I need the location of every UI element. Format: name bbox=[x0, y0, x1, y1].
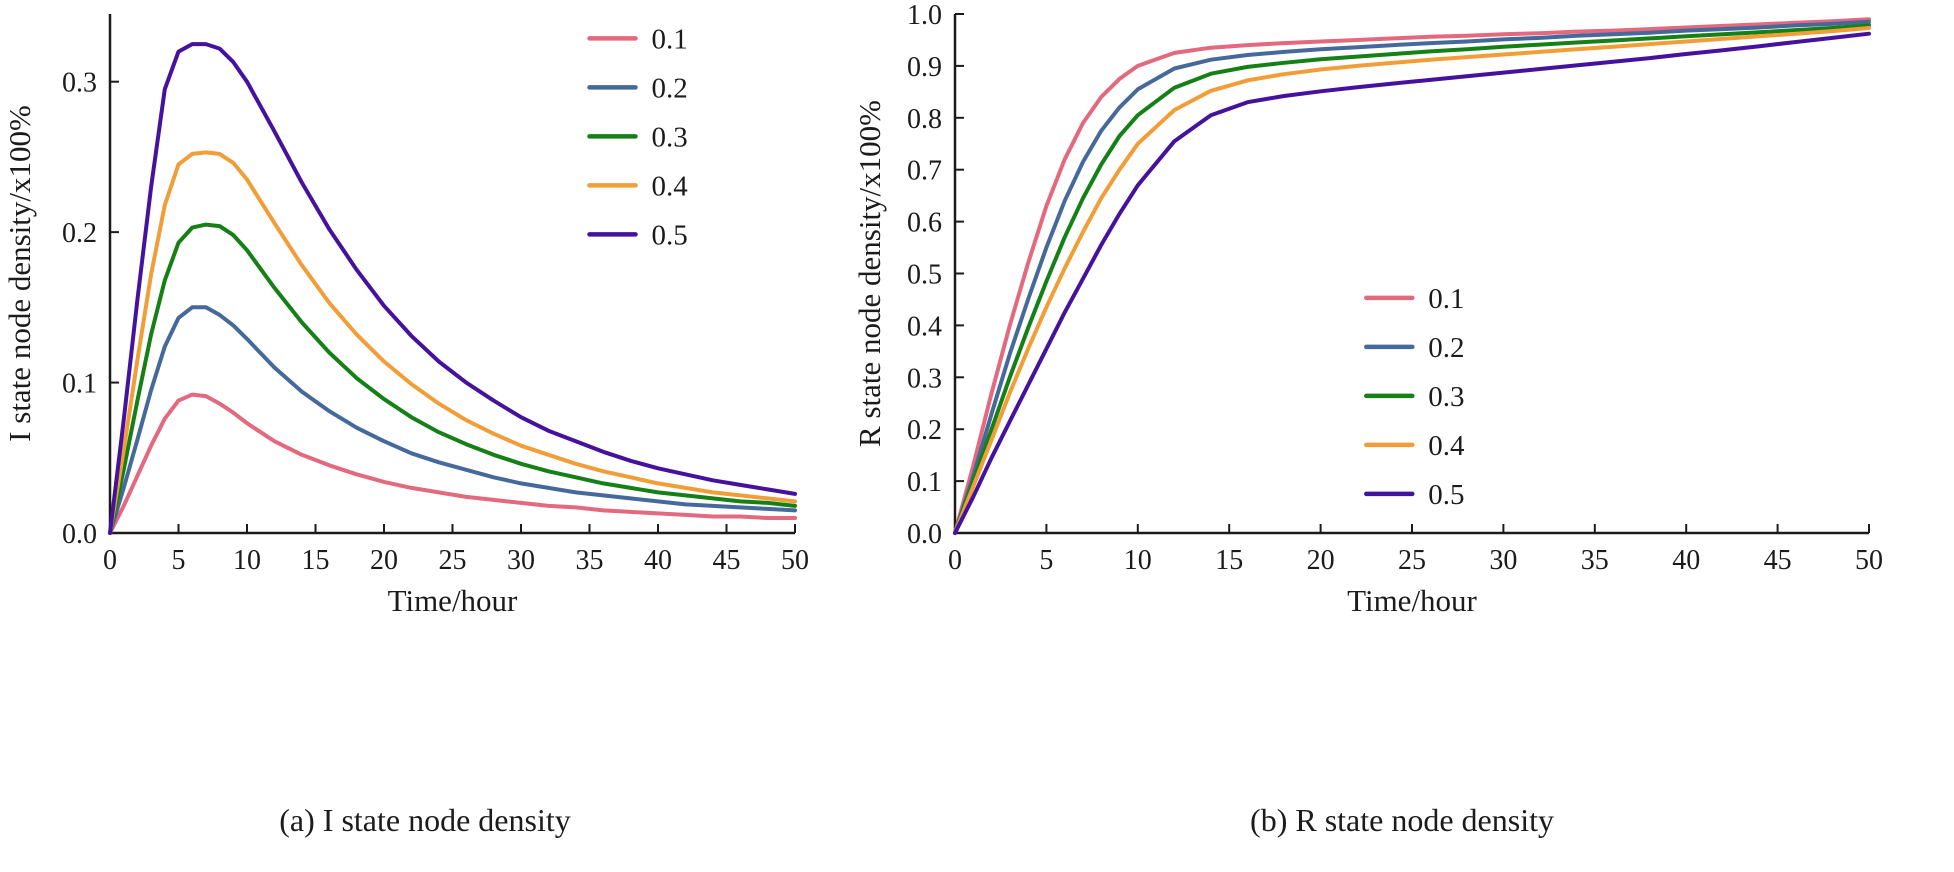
legend-label-0.4: 0.4 bbox=[1428, 430, 1465, 462]
x-tick-label: 30 bbox=[507, 545, 535, 576]
y-tick-label: 0.2 bbox=[62, 218, 97, 249]
series-line-0.5 bbox=[108, 42, 797, 535]
y-tick-label: 0.4 bbox=[907, 311, 942, 342]
legend-label-0.3: 0.3 bbox=[1428, 381, 1464, 413]
y-tick-label: 0.8 bbox=[907, 104, 942, 135]
x-tick-label: 40 bbox=[1672, 545, 1700, 576]
series-line-0.4 bbox=[108, 150, 797, 535]
legend-label-0.1: 0.1 bbox=[1428, 283, 1464, 315]
x-tick-label: 45 bbox=[713, 545, 741, 576]
legend-label-0.5: 0.5 bbox=[652, 219, 688, 251]
y-tick-label: 0.2 bbox=[907, 415, 942, 446]
y-tick-label: 0.0 bbox=[62, 519, 97, 550]
x-tick-label: 5 bbox=[172, 545, 186, 576]
caption-b: (b) R state node density bbox=[1250, 802, 1554, 838]
x-axis-label: Time/hour bbox=[388, 583, 518, 618]
y-tick-label: 0.1 bbox=[62, 369, 97, 400]
x-tick-label: 10 bbox=[1124, 545, 1152, 576]
legend-label-0.4: 0.4 bbox=[652, 170, 689, 202]
legend-label-0.2: 0.2 bbox=[1428, 332, 1464, 364]
y-tick-label: 0.6 bbox=[907, 208, 942, 239]
x-tick-label: 15 bbox=[302, 545, 330, 576]
x-tick-label: 0 bbox=[103, 545, 117, 576]
y-tick-label: 1.0 bbox=[907, 0, 942, 31]
y-tick-label: 0.3 bbox=[62, 68, 97, 99]
x-tick-label: 35 bbox=[1581, 545, 1609, 576]
series-line-0.1 bbox=[953, 17, 1871, 535]
series-line-0.5 bbox=[953, 31, 1871, 535]
x-tick-label: 45 bbox=[1764, 545, 1792, 576]
series-line-0.2 bbox=[108, 305, 797, 535]
y-tick-label: 0.7 bbox=[907, 156, 942, 187]
chart-i-state-node-density: 0 5 10 15 20 25 30 35 40 45 50 0.0 0.1 0.2 0.3 Time/hou… bbox=[2, 14, 809, 618]
x-axis-label: Time/hour bbox=[1347, 583, 1477, 618]
y-tick-label: 0.5 bbox=[907, 260, 942, 291]
x-tick-label: 30 bbox=[1489, 545, 1517, 576]
x-tick-label: 20 bbox=[370, 545, 398, 576]
x-tick-label: 40 bbox=[644, 545, 672, 576]
figure-b: 0 5 10 15 20 25 30 35 40 45 50 0.0 0.1 0.2 0.3 0.4 0.5 0.… bbox=[850, 0, 1954, 840]
legend-label-0.1: 0.1 bbox=[652, 23, 688, 55]
y-tick-label: 0.0 bbox=[907, 519, 942, 550]
chart-r-state-node-density: 0 5 10 15 20 25 30 35 40 45 50 0.0 0.1 0.2 0.3 0.4 0.5 0.… bbox=[852, 0, 1883, 618]
x-tick-label: 0 bbox=[948, 545, 962, 576]
x-tick-label: 10 bbox=[233, 545, 261, 576]
legend-label-0.2: 0.2 bbox=[652, 72, 688, 104]
x-tick-label: 20 bbox=[1307, 545, 1335, 576]
legend-label-0.5: 0.5 bbox=[1428, 479, 1464, 511]
y-axis-label: I state node density/x100% bbox=[2, 105, 37, 442]
series-line-0.4 bbox=[953, 26, 1871, 535]
y-axis-label: R state node density/x100% bbox=[852, 100, 887, 447]
x-tick-label: 50 bbox=[1855, 545, 1883, 576]
x-tick-label: 35 bbox=[576, 545, 604, 576]
series-line-0.3 bbox=[953, 23, 1871, 535]
x-tick-label: 50 bbox=[781, 545, 809, 576]
series-line-0.2 bbox=[953, 19, 1871, 535]
y-tick-label: 0.9 bbox=[907, 52, 942, 83]
x-tick-label: 15 bbox=[1215, 545, 1243, 576]
series-line-0.3 bbox=[108, 222, 797, 535]
figure-panel: 0 5 10 15 20 25 30 35 40 45 50 0.0 0.1 0.2 0.3 Time/hou… bbox=[0, 0, 1954, 840]
series-line-0.1 bbox=[108, 392, 797, 535]
x-tick-label: 25 bbox=[439, 545, 467, 576]
x-tick-label: 5 bbox=[1039, 545, 1053, 576]
y-tick-label: 0.1 bbox=[907, 467, 942, 498]
x-tick-label: 25 bbox=[1398, 545, 1426, 576]
figure-a: 0 5 10 15 20 25 30 35 40 45 50 0.0 0.1 0.2 0.3 Time/hou… bbox=[0, 0, 850, 840]
caption-a: (a) I state node density bbox=[279, 802, 571, 838]
legend-label-0.3: 0.3 bbox=[652, 121, 688, 153]
y-tick-label: 0.3 bbox=[907, 363, 942, 394]
